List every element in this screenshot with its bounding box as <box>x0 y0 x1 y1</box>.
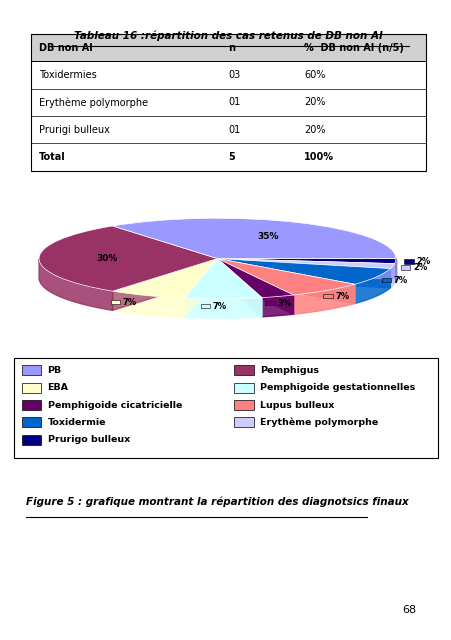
FancyBboxPatch shape <box>14 358 437 458</box>
Text: Prurigo bulleux: Prurigo bulleux <box>47 435 129 444</box>
Text: 2%: 2% <box>415 257 430 266</box>
Wedge shape <box>217 259 390 284</box>
Text: 2%: 2% <box>412 263 427 272</box>
Wedge shape <box>217 259 395 264</box>
Polygon shape <box>184 259 217 317</box>
Polygon shape <box>112 259 217 310</box>
Text: 7%: 7% <box>335 292 349 301</box>
Text: Erythème polymorphe: Erythème polymorphe <box>39 97 148 108</box>
Wedge shape <box>39 226 217 291</box>
Polygon shape <box>217 259 293 314</box>
Polygon shape <box>217 259 354 303</box>
Polygon shape <box>184 298 261 318</box>
Text: Tableau 16 :répartition des cas retenus de DB non AI: Tableau 16 :répartition des cas retenus … <box>74 31 382 41</box>
Text: 30%: 30% <box>96 254 117 263</box>
FancyBboxPatch shape <box>381 278 390 282</box>
FancyBboxPatch shape <box>400 266 410 269</box>
Text: Pemphigoide cicatricielle: Pemphigoide cicatricielle <box>47 401 181 410</box>
Polygon shape <box>217 259 394 283</box>
Polygon shape <box>217 259 394 283</box>
Text: Figure 5 : grafique montrant la répartition des diagnotsics finaux: Figure 5 : grafique montrant la répartit… <box>27 496 408 507</box>
Wedge shape <box>217 259 394 269</box>
Wedge shape <box>217 259 293 298</box>
Polygon shape <box>39 259 112 310</box>
Polygon shape <box>217 259 354 303</box>
Text: 03: 03 <box>228 70 240 80</box>
Text: Lupus bulleux: Lupus bulleux <box>259 401 334 410</box>
Polygon shape <box>390 264 394 288</box>
Polygon shape <box>217 259 261 317</box>
FancyBboxPatch shape <box>234 417 253 428</box>
Text: 68: 68 <box>401 605 415 615</box>
Wedge shape <box>112 259 217 298</box>
Text: 7%: 7% <box>212 301 226 310</box>
Text: %  DB non AI (n/5): % DB non AI (n/5) <box>303 43 403 52</box>
Text: Erythème polymorphe: Erythème polymorphe <box>259 418 377 427</box>
Text: 01: 01 <box>228 97 240 108</box>
Polygon shape <box>354 269 390 303</box>
Polygon shape <box>112 291 184 317</box>
Text: 100%: 100% <box>303 152 333 162</box>
Wedge shape <box>112 218 395 259</box>
Polygon shape <box>217 259 390 288</box>
FancyBboxPatch shape <box>110 300 120 305</box>
FancyBboxPatch shape <box>31 34 425 61</box>
Text: 7%: 7% <box>393 276 407 285</box>
FancyBboxPatch shape <box>234 383 253 392</box>
Text: 35%: 35% <box>257 232 278 241</box>
Polygon shape <box>217 259 390 288</box>
FancyBboxPatch shape <box>403 259 413 264</box>
FancyBboxPatch shape <box>22 417 41 428</box>
Text: DB non AI: DB non AI <box>39 43 92 52</box>
FancyBboxPatch shape <box>22 383 41 392</box>
Text: n: n <box>228 43 235 52</box>
Text: 20%: 20% <box>303 97 325 108</box>
FancyBboxPatch shape <box>234 400 253 410</box>
Polygon shape <box>112 259 217 310</box>
Text: 01: 01 <box>228 125 240 134</box>
Text: 7%: 7% <box>122 298 137 307</box>
Polygon shape <box>184 259 217 317</box>
Text: Toxidermies: Toxidermies <box>39 70 97 80</box>
FancyBboxPatch shape <box>22 400 41 410</box>
Text: 3%: 3% <box>277 299 291 308</box>
Polygon shape <box>293 284 354 314</box>
Text: Pemphigus: Pemphigus <box>259 366 318 375</box>
Text: 60%: 60% <box>303 70 325 80</box>
Text: PB: PB <box>47 366 61 375</box>
FancyBboxPatch shape <box>22 365 41 375</box>
FancyBboxPatch shape <box>322 294 332 298</box>
Text: EBA: EBA <box>47 383 69 392</box>
Wedge shape <box>184 259 261 299</box>
Polygon shape <box>217 259 395 278</box>
Text: Pemphigoide gestationnelles: Pemphigoide gestationnelles <box>259 383 414 392</box>
FancyBboxPatch shape <box>22 435 41 445</box>
FancyBboxPatch shape <box>200 304 210 308</box>
Polygon shape <box>217 259 293 314</box>
Text: Toxidermie: Toxidermie <box>47 418 106 427</box>
Polygon shape <box>394 259 395 283</box>
Text: Prurigi bulleux: Prurigi bulleux <box>39 125 110 134</box>
FancyBboxPatch shape <box>234 365 253 375</box>
Polygon shape <box>261 295 293 317</box>
Polygon shape <box>217 259 261 317</box>
Wedge shape <box>217 259 354 295</box>
Text: 5: 5 <box>228 152 235 162</box>
Polygon shape <box>217 259 395 278</box>
Text: Total: Total <box>39 152 66 162</box>
Text: 20%: 20% <box>303 125 325 134</box>
FancyBboxPatch shape <box>265 301 274 305</box>
